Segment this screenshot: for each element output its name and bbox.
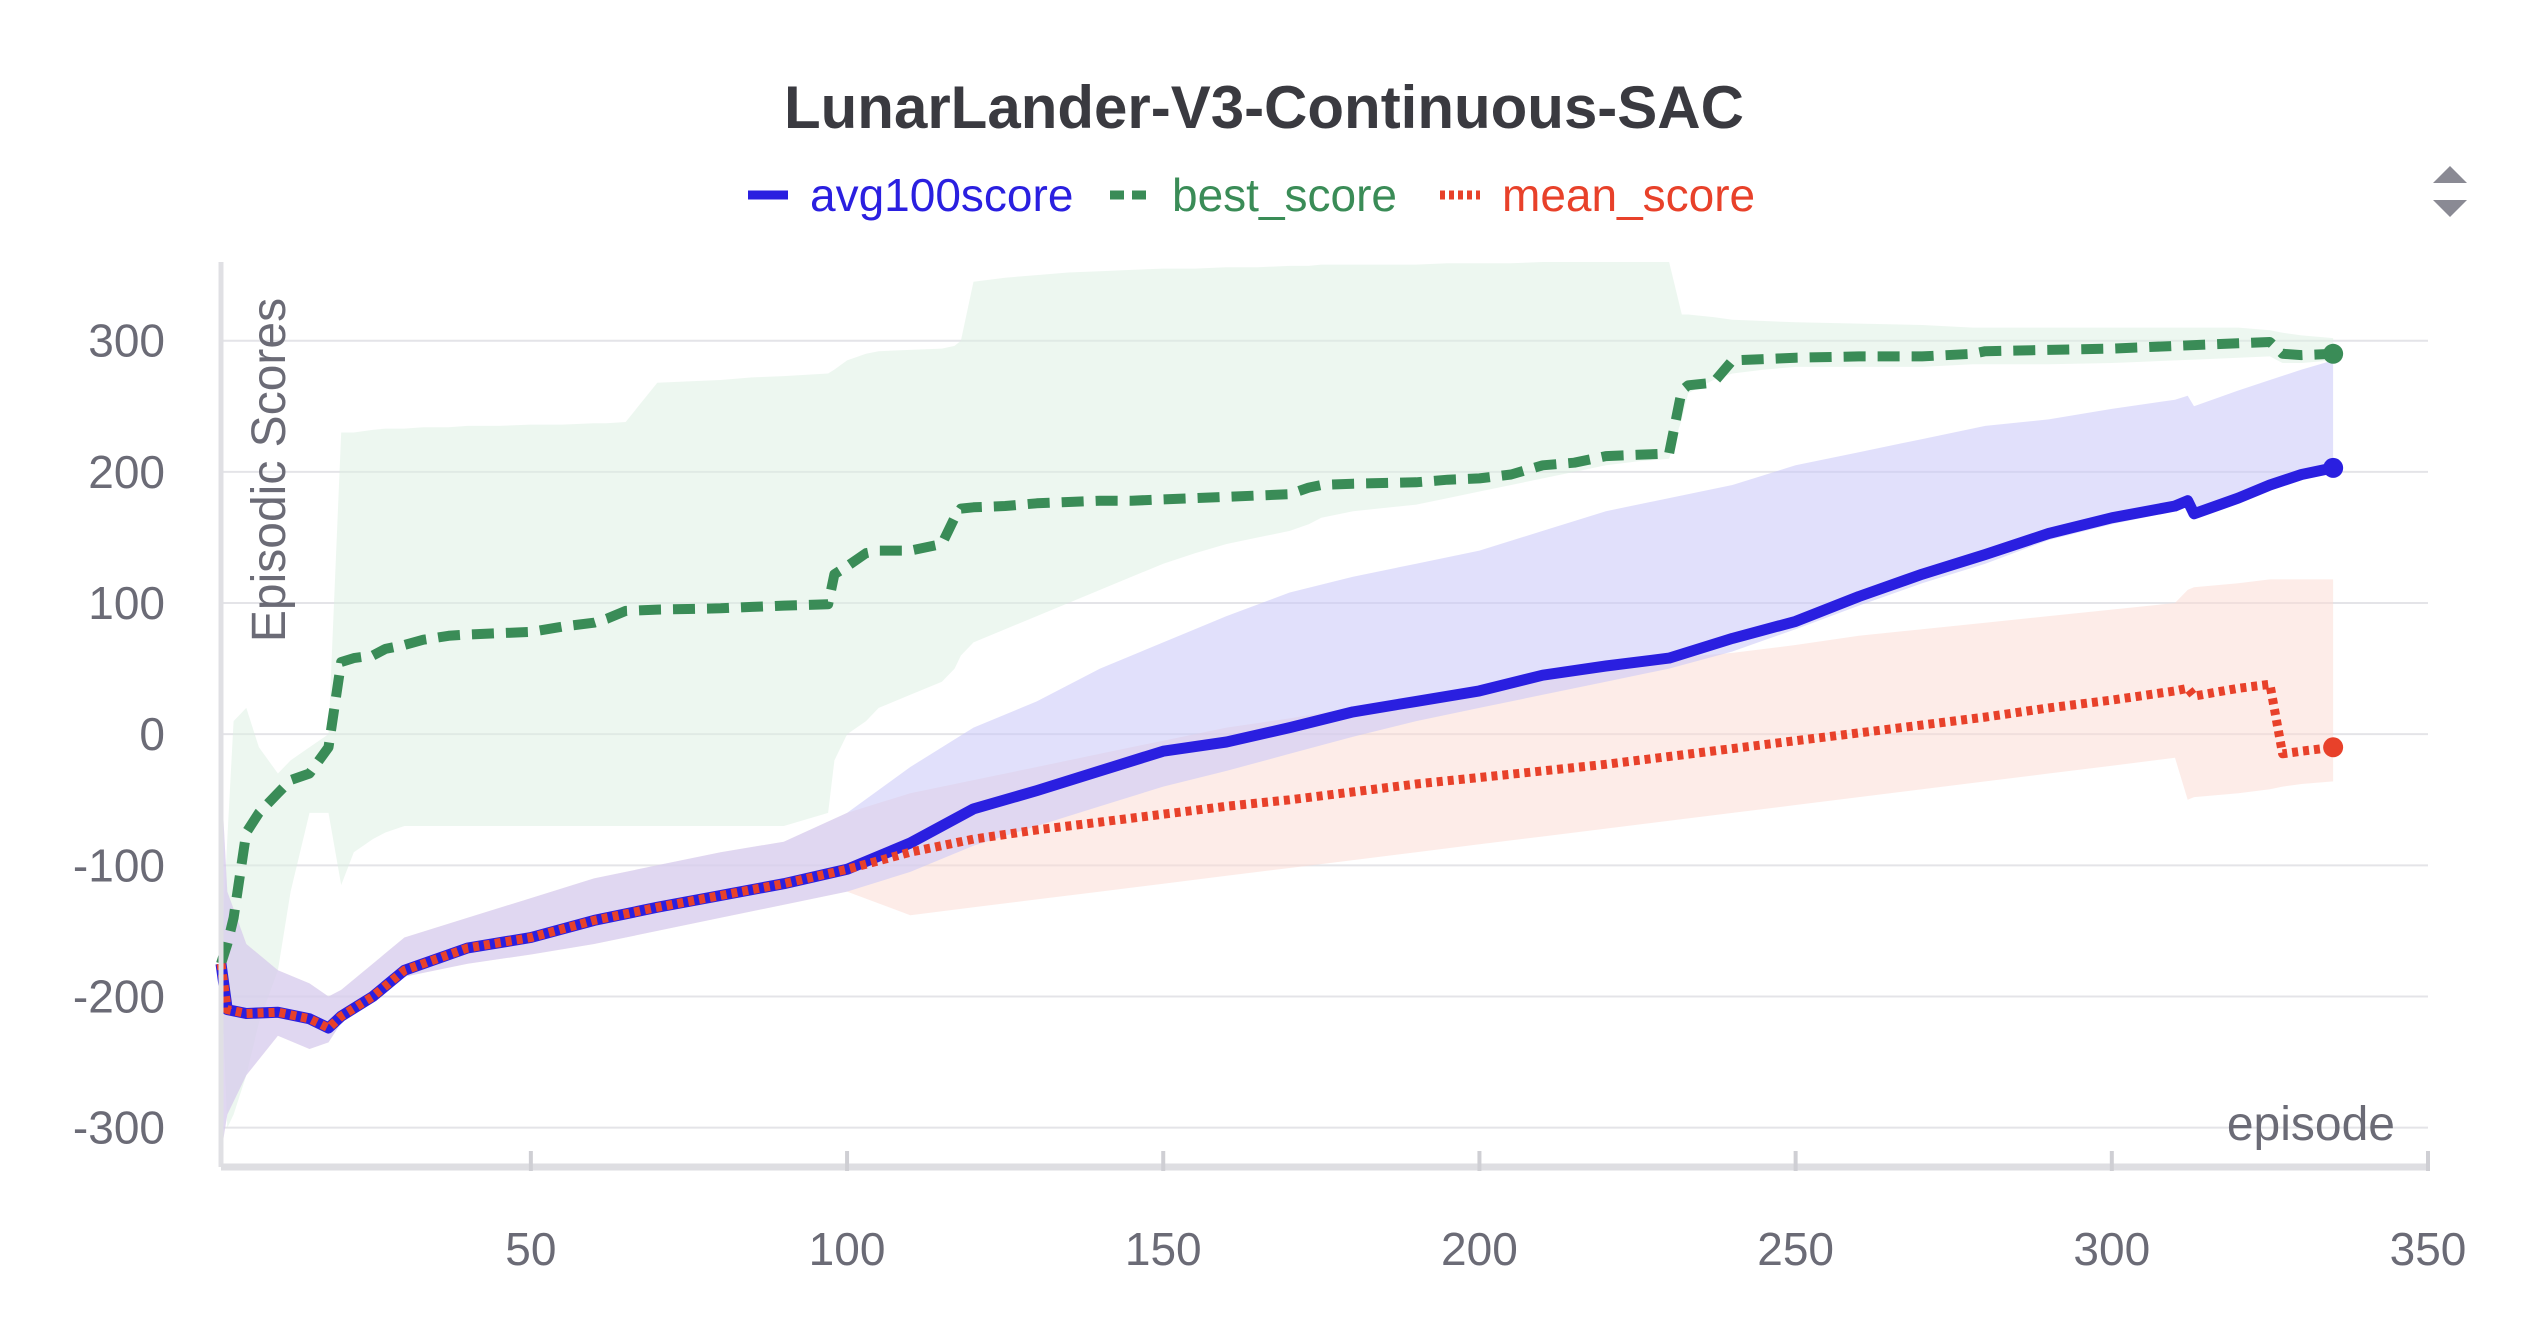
legend-item-avg100score[interactable]: avg100score xyxy=(748,169,1073,221)
avg100score-band xyxy=(221,360,2334,1154)
series-lines xyxy=(215,337,2335,1034)
y-tick-label: 200 xyxy=(88,446,165,498)
legend-scroll-control[interactable] xyxy=(2433,166,2467,217)
legend-label: mean_score xyxy=(1502,169,1755,221)
x-axis-ticks: 50 100 150 200 250 300 350 xyxy=(505,1151,2466,1275)
mean_score-band xyxy=(221,579,2334,1154)
x-tick-label: 150 xyxy=(1125,1223,1202,1275)
legend-item-best_score[interactable]: best_score xyxy=(1110,169,1397,221)
chart-title: LunarLander-V3-Continuous-SAC xyxy=(784,74,1744,141)
avg100score-line xyxy=(215,462,2335,1034)
best_score-end-marker xyxy=(2323,343,2344,364)
y-tick-label: -100 xyxy=(73,839,165,891)
y-tick-label: 0 xyxy=(139,708,165,760)
y-tick-label: -300 xyxy=(73,1102,165,1154)
y-tick-label: 100 xyxy=(88,577,165,629)
legend: avg100score best_score mean_score xyxy=(748,169,1755,221)
y-axis-ticks: -300 -200 -100 0 100 200 300 xyxy=(73,315,165,1154)
x-axis-title: episode xyxy=(2227,1098,2395,1151)
legend-label: avg100score xyxy=(810,169,1073,221)
mean_score-line xyxy=(216,679,2334,1033)
y-tick-label: 300 xyxy=(88,315,165,367)
avg100score-end-marker xyxy=(2323,457,2344,478)
y-axis-title: Episodic Scores xyxy=(243,298,296,642)
y-tick-label: -200 xyxy=(73,970,165,1022)
x-tick-label: 300 xyxy=(2073,1223,2150,1275)
best_score-line xyxy=(216,337,2334,966)
x-tick-label: 200 xyxy=(1441,1223,1518,1275)
triangle-up-icon[interactable] xyxy=(2433,166,2467,183)
x-tick-label: 50 xyxy=(505,1223,556,1275)
triangle-down-icon[interactable] xyxy=(2433,200,2467,217)
x-tick-label: 350 xyxy=(2390,1223,2467,1275)
legend-label: best_score xyxy=(1172,169,1397,221)
best_score-band xyxy=(221,262,2334,1128)
x-tick-label: 250 xyxy=(1757,1223,1834,1275)
x-tick-label: 100 xyxy=(809,1223,886,1275)
axes xyxy=(218,262,2428,1171)
series-end-markers xyxy=(2323,343,2344,758)
mean_score-end-marker xyxy=(2323,737,2344,758)
confidence-bands xyxy=(221,262,2334,1154)
legend-item-mean_score[interactable]: mean_score xyxy=(1440,169,1755,221)
